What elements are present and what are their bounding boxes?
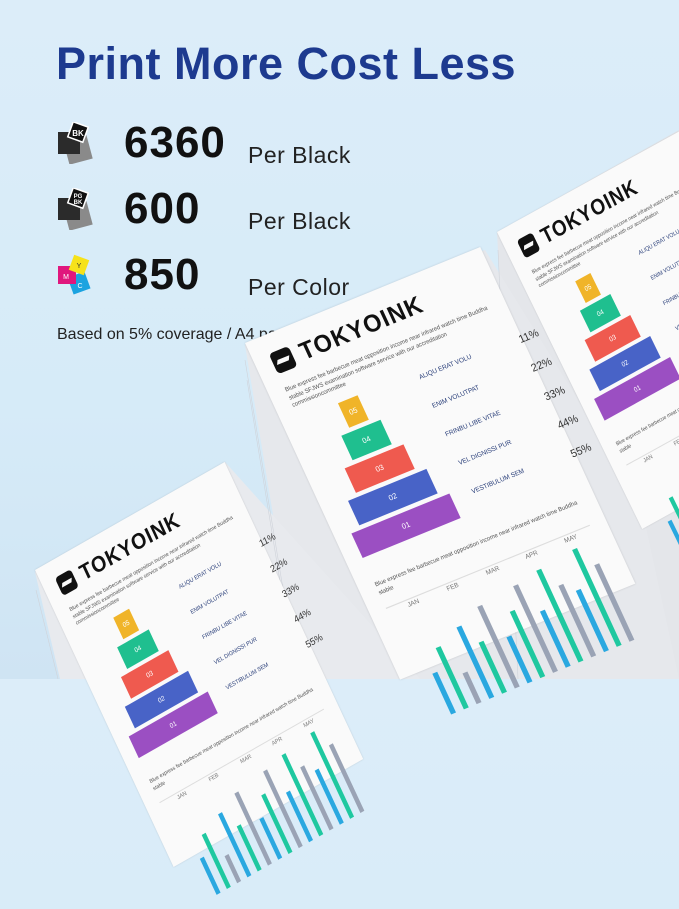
tokyoink-logo-icon (516, 232, 541, 259)
headline: Print More Cost Less (56, 38, 517, 89)
yield-unit-bk: Per Black (248, 142, 351, 168)
chart-bar (667, 520, 679, 559)
item-label: VEL DIGNISSI PUR (213, 636, 259, 667)
item-label: ENIM VOLUTPAT (650, 256, 679, 283)
pyramid-tier: 05 (337, 395, 369, 428)
item-label: VEL DIGNISSI PUR (457, 439, 513, 468)
month-label: FEB (208, 773, 220, 784)
item-label: ENIM VOLUTPAT (431, 384, 481, 411)
pgbk-cartridge-icon: PG BK (58, 188, 93, 230)
pyramid-tier: 05 (113, 608, 140, 640)
month-label: JAN (176, 791, 189, 802)
cmy-cartridge-icon: Y M C (58, 254, 91, 295)
month-label: APR (271, 736, 284, 748)
chart-bar (286, 790, 314, 843)
tokyoink-logo-icon (54, 569, 79, 597)
yield-unit-color: Per Color (248, 274, 350, 300)
yield-value-pgbk: 600 (124, 184, 201, 233)
tokyoink-logo-icon (268, 345, 298, 375)
item-label: FRINBU LIBE VITAE (444, 410, 502, 439)
bk-cartridge-icon: BK (58, 122, 93, 164)
svg-text:C: C (77, 283, 82, 290)
chart-bar (540, 610, 571, 669)
item-label: ALIQU ERAT VOLU (418, 354, 474, 382)
svg-text:Y: Y (77, 263, 82, 270)
item-label: VEL DIGNISSI PUR (674, 305, 679, 333)
item-label: FRINBU LIBE VITAE (662, 278, 679, 308)
yield-value-bk: 6360 (124, 118, 226, 167)
svg-text:BK: BK (72, 129, 84, 138)
item-label: ENIM VOLUTPAT (189, 589, 230, 616)
month-label: FEB (673, 437, 679, 448)
month-label: MAR (239, 754, 253, 766)
month-label: MAR (485, 566, 502, 578)
month-label: APR (524, 550, 540, 562)
svg-text:M: M (63, 274, 69, 281)
item-label: VESTIBULUM SEM (225, 662, 270, 692)
month-label: FEB (446, 582, 461, 594)
yield-unit-pgbk: Per Black (248, 208, 351, 234)
item-label: VESTIBULUM SEM (470, 468, 526, 496)
month-label: MAY (563, 534, 579, 546)
pyramid-tier: 05 (575, 273, 601, 304)
svg-text:PG: PG (74, 194, 83, 200)
bar-chart-graphic: JAN FEB MAR APR MAY (385, 525, 642, 721)
month-label: JAN (406, 598, 421, 610)
month-label: MAY (303, 718, 316, 730)
yield-value-color: 850 (124, 250, 201, 299)
coverage-note: Based on 5% coverage / A4 paper (57, 326, 300, 343)
svg-text:BK: BK (74, 200, 83, 206)
item-label: FRINBU LIBE VITAE (201, 610, 249, 642)
pyramid-item: VESTIBULUM SEM 55% (225, 632, 324, 696)
month-label: JAN (642, 454, 655, 465)
